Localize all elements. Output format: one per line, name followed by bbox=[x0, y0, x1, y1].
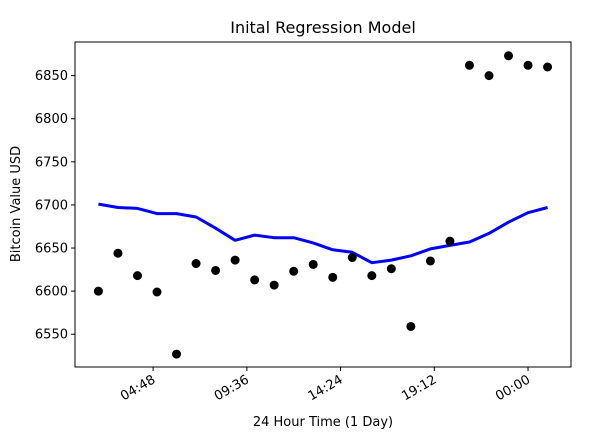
data-point bbox=[269, 280, 279, 290]
regression-line bbox=[98, 202, 548, 265]
data-point bbox=[386, 264, 396, 274]
y-tick-label: 6750 bbox=[35, 155, 68, 170]
data-point bbox=[152, 287, 162, 297]
data-point bbox=[445, 236, 455, 246]
data-point bbox=[172, 349, 182, 359]
y-tick-label: 6600 bbox=[35, 285, 68, 300]
x-tick-label: 14:24 bbox=[306, 372, 346, 404]
data-point bbox=[230, 255, 240, 265]
data-point bbox=[211, 265, 221, 275]
plot-area bbox=[93, 51, 553, 359]
x-axis-label: 24 Hour Time (1 Day) bbox=[253, 415, 393, 430]
data-point bbox=[191, 259, 201, 269]
data-point bbox=[308, 259, 318, 269]
y-axis: 6550 6600 6650 6700 6750 6800 6850 bbox=[35, 69, 75, 343]
y-tick-label: 6550 bbox=[35, 328, 68, 343]
chart-title: Inital Regression Model bbox=[230, 18, 416, 37]
data-point bbox=[328, 272, 338, 282]
x-tick-label: 04:48 bbox=[118, 372, 158, 404]
axes-frame bbox=[74, 41, 572, 368]
data-point bbox=[93, 286, 103, 296]
y-tick-label: 6700 bbox=[35, 198, 68, 213]
data-point bbox=[347, 253, 357, 263]
x-tick-label: 09:36 bbox=[212, 372, 252, 404]
data-point bbox=[464, 60, 474, 70]
data-point bbox=[289, 266, 299, 276]
data-point bbox=[523, 60, 533, 70]
x-tick-label: 19:12 bbox=[399, 372, 439, 404]
y-tick-label: 6850 bbox=[35, 69, 68, 84]
data-point bbox=[132, 271, 142, 281]
data-point bbox=[543, 62, 553, 72]
data-point bbox=[425, 256, 435, 266]
x-tick-label: 00:00 bbox=[493, 372, 533, 404]
x-axis: 04:48 09:36 14:24 19:12 00:00 bbox=[118, 367, 533, 404]
y-tick-label: 6650 bbox=[35, 242, 68, 257]
y-axis-label: Bitcoin Value USD bbox=[9, 146, 24, 262]
y-tick-label: 6800 bbox=[35, 112, 68, 127]
data-point bbox=[367, 271, 377, 281]
data-point bbox=[250, 275, 260, 285]
data-point bbox=[484, 71, 494, 81]
data-point bbox=[504, 51, 514, 61]
data-point bbox=[113, 248, 123, 258]
data-point bbox=[406, 321, 416, 331]
